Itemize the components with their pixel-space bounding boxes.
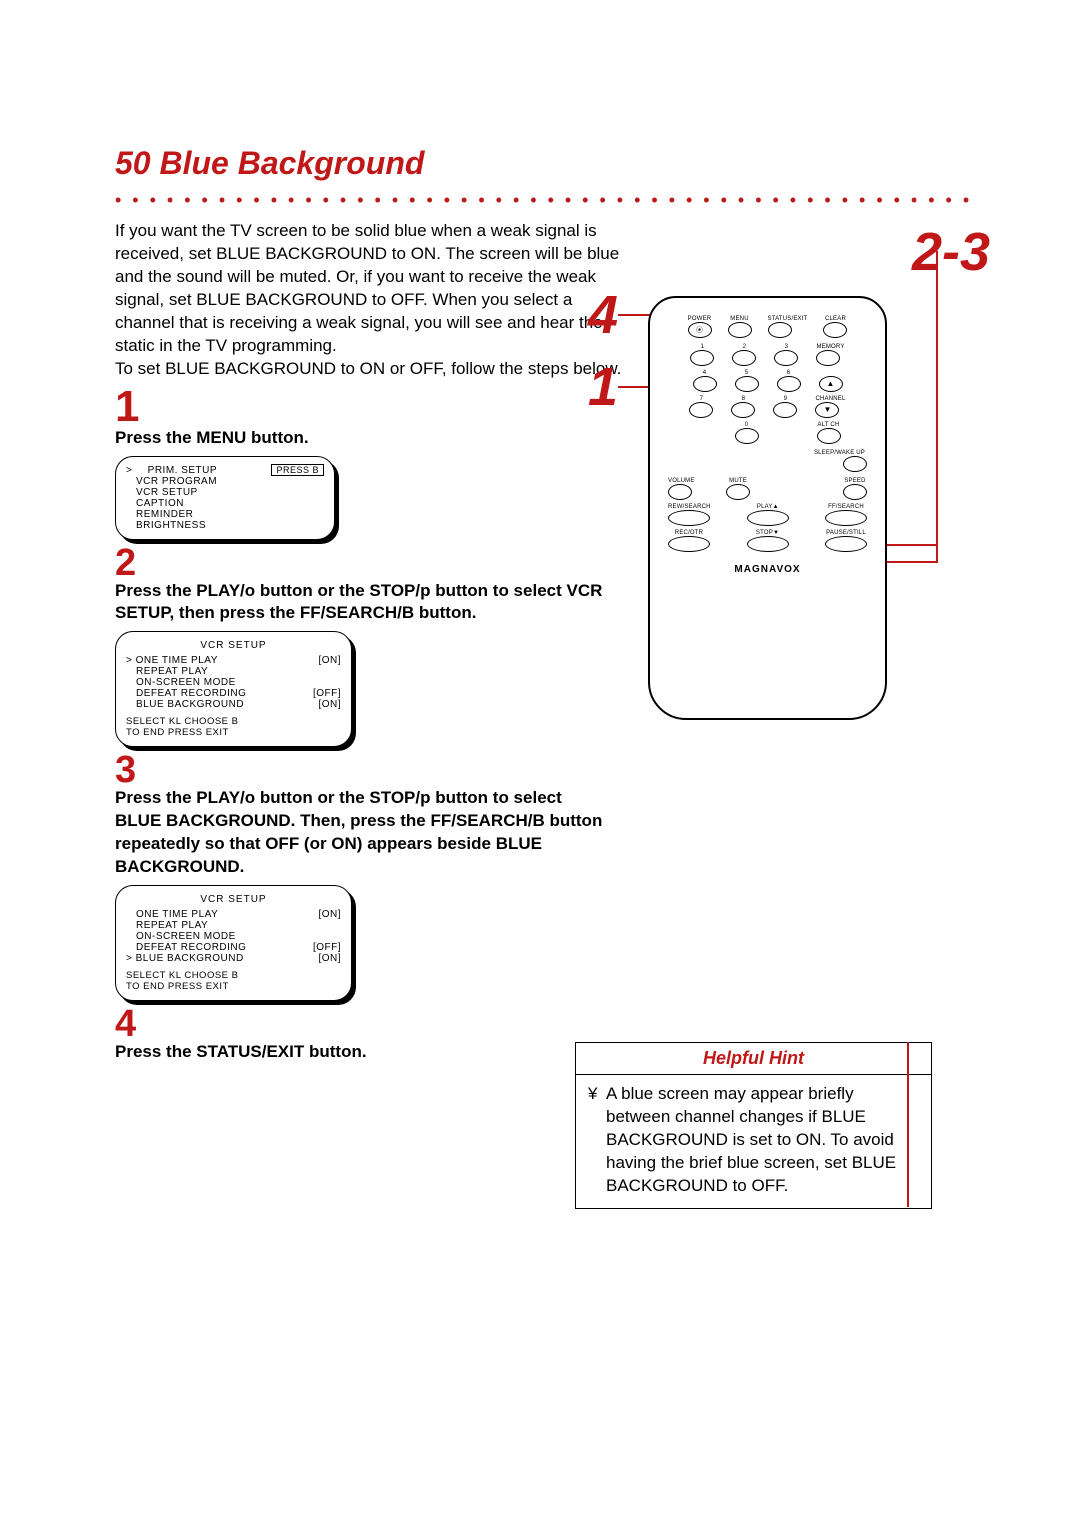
intro-paragraph: If you want the TV screen to be solid bl… (115, 220, 625, 358)
helpful-hint-box: Helpful Hint ¥ A blue screen may appear … (575, 1042, 932, 1209)
callout-2-3: 2-3 (912, 221, 990, 283)
num-9-button[interactable] (773, 402, 797, 418)
num-1-button[interactable] (690, 350, 714, 366)
osd3-title: VCR SETUP (126, 894, 341, 905)
osd2-val: [ON] (318, 655, 341, 666)
callout-1: 1 (588, 356, 618, 418)
osd3-val: [OFF] (313, 942, 341, 953)
sleep-button[interactable] (843, 456, 867, 472)
osd3-foot1: SELECT KL CHOOSE B (126, 970, 341, 981)
num-0-button[interactable] (735, 428, 759, 444)
step-4-number: 4 (115, 1005, 975, 1043)
pause-button[interactable] (825, 536, 867, 552)
osd3-label: BLUE BACKGROUND (136, 953, 319, 964)
callout-4: 4 (588, 284, 618, 346)
num-6-button[interactable] (777, 376, 801, 392)
num-2-button[interactable] (732, 350, 756, 366)
osd3-foot2: TO END PRESS EXIT (126, 981, 341, 992)
alt-ch-button[interactable] (817, 428, 841, 444)
osd-screen-1: > PRIM. SETUP VCR PROGRAM VCR SETUP CAPT… (115, 456, 335, 540)
osd3-val: [ON] (318, 909, 341, 920)
osd3-label: ONE TIME PLAY (136, 909, 318, 920)
num-5-button[interactable] (735, 376, 759, 392)
step-2-text: Press the PLAY/o button or the STOP/p bu… (115, 580, 605, 626)
osd2-foot1: SELECT KL CHOOSE B (126, 716, 341, 727)
mute-button[interactable] (726, 484, 750, 500)
leader-line (936, 251, 938, 561)
osd1-item: PRIM. SETUP (148, 465, 217, 476)
osd1-item: REMINDER (136, 509, 193, 520)
osd3-cursor: > (126, 953, 136, 964)
osd1-cursor: > (126, 465, 136, 476)
osd-screen-2: VCR SETUP > ONE TIME PLAY[ON] REPEAT PLA… (115, 631, 352, 747)
osd1-item: VCR SETUP (136, 487, 198, 498)
channel-down-button[interactable]: ▼ (815, 402, 839, 418)
hint-title: Helpful Hint (703, 1048, 804, 1068)
step-1-text: Press the MENU button. (115, 427, 605, 450)
play-icon: ▲ (773, 504, 779, 510)
osd2-label: DEFEAT RECORDING (136, 688, 313, 699)
btn-label: CHANNEL (815, 396, 845, 402)
osd2-label: ONE TIME PLAY (136, 655, 319, 666)
step-3-text: Press the PLAY/o button or the STOP/p bu… (115, 787, 605, 879)
bullet-symbol: ¥ (588, 1083, 606, 1198)
osd2-foot2: TO END PRESS EXIT (126, 727, 341, 738)
volume-button[interactable] (668, 484, 692, 500)
osd2-title: VCR SETUP (126, 640, 341, 651)
osd3-val: [ON] (318, 953, 341, 964)
osd2-cursor: > (126, 655, 136, 666)
osd2-label: REPEAT PLAY (136, 666, 341, 677)
osd3-label: REPEAT PLAY (136, 920, 341, 931)
osd1-item: BRIGHTNESS (136, 520, 206, 531)
stop-button[interactable] (747, 536, 789, 552)
page: 50 Blue Background • • • • • • • • • • •… (0, 0, 1080, 1104)
title-text: Blue Background (159, 145, 424, 181)
ff-search-button[interactable] (825, 510, 867, 526)
step-4-text: Press the STATUS/EXIT button. (115, 1041, 605, 1064)
page-title: 50 Blue Background (115, 145, 975, 182)
osd-screen-3: VCR SETUP ONE TIME PLAY[ON] REPEAT PLAY … (115, 885, 352, 1001)
remote-control: POWER⦿ MENU STATUS/EXIT CLEAR 1 2 3 MEMO… (648, 296, 887, 720)
press-b-label: PRESS B (271, 464, 324, 476)
speed-button[interactable] (843, 484, 867, 500)
step-3-number: 3 (115, 751, 975, 789)
stop-icon: ▼ (773, 530, 779, 536)
power-button[interactable]: ⦿ (688, 322, 712, 338)
osd2-label: ON-SCREEN MODE (136, 677, 341, 688)
play-button[interactable] (747, 510, 789, 526)
osd3-label: ON-SCREEN MODE (136, 931, 341, 942)
btn-label: MEMORY (816, 344, 844, 350)
channel-up-button[interactable]: ▲ (819, 376, 843, 392)
osd2-val: [OFF] (313, 688, 341, 699)
hint-text: A blue screen may appear briefly between… (606, 1083, 919, 1198)
num-4-button[interactable] (693, 376, 717, 392)
intro-paragraph-2: To set BLUE BACKGROUND to ON or OFF, fol… (115, 358, 625, 381)
remote-diagram: 2-3 4 1 POWER⦿ MENU STATUS/EXIT CLEAR 1 (570, 196, 990, 716)
btn-label: SLEEP/WAKE UP (668, 450, 867, 456)
osd1-item: VCR PROGRAM (136, 476, 217, 487)
osd2-label: BLUE BACKGROUND (136, 699, 318, 710)
memory-button[interactable] (816, 350, 840, 366)
clear-button[interactable] (823, 322, 847, 338)
num-8-button[interactable] (731, 402, 755, 418)
brand-label: MAGNAVOX (668, 564, 867, 575)
num-3-button[interactable] (774, 350, 798, 366)
status-exit-button[interactable] (768, 322, 792, 338)
rew-search-button[interactable] (668, 510, 710, 526)
btn-label: STATUS/EXIT (768, 316, 808, 322)
osd1-item: CAPTION (136, 498, 184, 509)
menu-button[interactable] (728, 322, 752, 338)
osd2-val: [ON] (318, 699, 341, 710)
rec-button[interactable] (668, 536, 710, 552)
osd3-label: DEFEAT RECORDING (136, 942, 313, 953)
num-7-button[interactable] (689, 402, 713, 418)
hint-vertical-line (907, 1042, 909, 1207)
page-number: 50 (115, 145, 151, 181)
